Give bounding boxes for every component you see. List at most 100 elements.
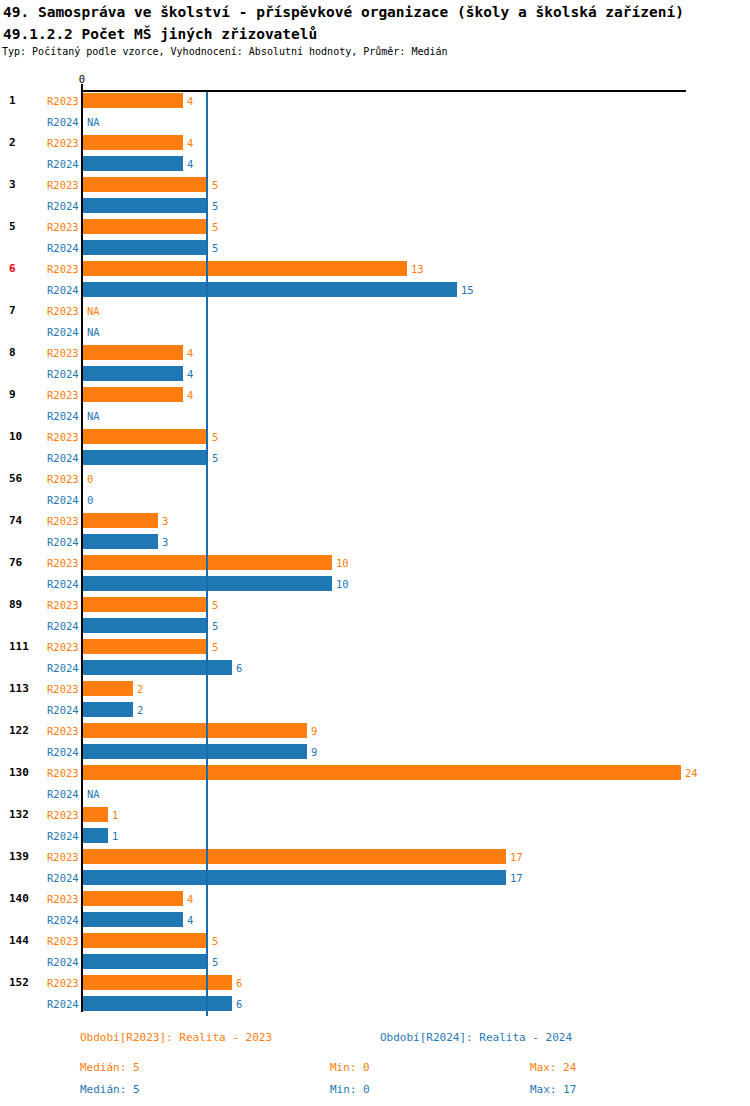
bar-r2024-row-144 <box>83 954 208 969</box>
series-label-r2024-row-7: R2024 <box>47 326 79 338</box>
row-label-111: 111 <box>9 640 29 653</box>
value-label-r2024-row-76: 10 <box>336 578 349 590</box>
row-label-56: 56 <box>9 472 22 485</box>
bar-r2024-row-10 <box>83 450 208 465</box>
bar-r2023-row-113 <box>83 681 133 696</box>
value-label-r2024-row-74: 3 <box>162 536 168 548</box>
chart-meta-line: Typ: Počítaný podle vzorce, Vyhodnocení:… <box>2 46 448 57</box>
report-page: 49. Samospráva ve školství - příspěvkové… <box>0 0 750 1106</box>
bar-r2023-row-2 <box>83 135 183 150</box>
legend-r2024: Období[R2024]: Realita - 2024 <box>380 1031 572 1044</box>
value-label-r2023-row-56: 0 <box>87 473 93 485</box>
row-label-152: 152 <box>9 976 29 989</box>
bar-r2024-row-122 <box>83 744 307 759</box>
value-label-r2024-row-89: 5 <box>212 620 218 632</box>
series-label-r2023-row-111: R2023 <box>47 641 79 653</box>
value-label-r2024-row-144: 5 <box>212 956 218 968</box>
bar-r2024-row-6 <box>83 282 457 297</box>
bar-r2024-row-2 <box>83 156 183 171</box>
bar-r2023-row-139 <box>83 849 506 864</box>
series-label-r2023-row-130: R2023 <box>47 767 79 779</box>
value-label-r2024-row-8: 4 <box>187 368 193 380</box>
bar-r2023-row-5 <box>83 219 208 234</box>
value-label-r2023-row-122: 9 <box>311 725 317 737</box>
series-label-r2024-row-2: R2024 <box>47 158 79 170</box>
series-label-r2024-row-130: R2024 <box>47 788 79 800</box>
value-label-r2023-row-1: 4 <box>187 95 193 107</box>
series-label-r2023-row-89: R2023 <box>47 599 79 611</box>
series-label-r2024-row-6: R2024 <box>47 284 79 296</box>
series-label-r2024-row-1: R2024 <box>47 116 79 128</box>
series-label-r2023-row-140: R2023 <box>47 893 79 905</box>
value-label-r2024-row-6: 15 <box>461 284 474 296</box>
value-label-r2024-row-2: 4 <box>187 158 193 170</box>
row-label-140: 140 <box>9 892 29 905</box>
bar-r2023-row-132 <box>83 807 108 822</box>
value-label-r2024-row-122: 9 <box>311 746 317 758</box>
series-label-r2024-row-10: R2024 <box>47 452 79 464</box>
series-label-r2024-row-122: R2024 <box>47 746 79 758</box>
bar-r2023-row-10 <box>83 429 208 444</box>
bar-r2024-row-5 <box>83 240 208 255</box>
bar-r2023-row-144 <box>83 933 208 948</box>
series-label-r2023-row-152: R2023 <box>47 977 79 989</box>
value-label-r2023-row-111: 5 <box>212 641 218 653</box>
value-label-r2023-row-139: 17 <box>510 851 523 863</box>
row-label-2: 2 <box>9 136 16 149</box>
series-label-r2024-row-56: R2024 <box>47 494 79 506</box>
series-label-r2023-row-113: R2023 <box>47 683 79 695</box>
bar-r2023-row-6 <box>83 261 407 276</box>
bar-r2024-row-74 <box>83 534 158 549</box>
value-label-r2023-row-152: 6 <box>236 977 242 989</box>
value-label-r2023-row-76: 10 <box>336 557 349 569</box>
value-label-r2024-row-5: 5 <box>212 242 218 254</box>
bar-r2024-row-139 <box>83 870 506 885</box>
series-label-r2023-row-8: R2023 <box>47 347 79 359</box>
bar-r2023-row-1 <box>83 93 183 108</box>
bar-r2024-row-152 <box>83 996 232 1011</box>
bar-r2024-row-132 <box>83 828 108 843</box>
series-label-r2023-row-56: R2023 <box>47 473 79 485</box>
series-label-r2023-row-132: R2023 <box>47 809 79 821</box>
value-label-r2024-row-56: 0 <box>87 494 93 506</box>
series-label-r2024-row-5: R2024 <box>47 242 79 254</box>
series-label-r2023-row-10: R2023 <box>47 431 79 443</box>
value-label-r2024-row-3: 5 <box>212 200 218 212</box>
value-label-r2024-row-111: 6 <box>236 662 242 674</box>
series-label-r2023-row-6: R2023 <box>47 263 79 275</box>
row-label-113: 113 <box>9 682 29 695</box>
row-label-139: 139 <box>9 850 29 863</box>
value-label-r2023-row-2: 4 <box>187 137 193 149</box>
series-label-r2023-row-144: R2023 <box>47 935 79 947</box>
series-label-r2024-row-140: R2024 <box>47 914 79 926</box>
series-label-r2024-row-113: R2024 <box>47 704 79 716</box>
bar-r2023-row-152 <box>83 975 232 990</box>
value-label-r2024-row-130: NA <box>87 788 100 800</box>
page-subtitle: 49.1.2.2 Počet MŠ jiných zřizovatelů <box>3 26 317 42</box>
value-label-r2023-row-144: 5 <box>212 935 218 947</box>
series-label-r2024-row-3: R2024 <box>47 200 79 212</box>
series-label-r2023-row-74: R2023 <box>47 515 79 527</box>
row-label-1: 1 <box>9 94 16 107</box>
row-label-74: 74 <box>9 514 22 527</box>
value-label-r2024-row-9: NA <box>87 410 100 422</box>
bar-r2023-row-89 <box>83 597 208 612</box>
row-label-3: 3 <box>9 178 16 191</box>
series-label-r2024-row-9: R2024 <box>47 410 79 422</box>
row-label-89: 89 <box>9 598 22 611</box>
stat-r2024-max: Max: 17 <box>530 1083 576 1096</box>
value-label-r2024-row-10: 5 <box>212 452 218 464</box>
legend-r2023: Období[R2023]: Realita - 2023 <box>80 1031 272 1044</box>
row-label-9: 9 <box>9 388 16 401</box>
value-label-r2024-row-1: NA <box>87 116 100 128</box>
value-label-r2023-row-9: 4 <box>187 389 193 401</box>
series-label-r2023-row-139: R2023 <box>47 851 79 863</box>
row-label-7: 7 <box>9 304 16 317</box>
value-label-r2024-row-140: 4 <box>187 914 193 926</box>
row-label-5: 5 <box>9 220 16 233</box>
bar-r2023-row-9 <box>83 387 183 402</box>
series-label-r2024-row-8: R2024 <box>47 368 79 380</box>
series-label-r2023-row-5: R2023 <box>47 221 79 233</box>
series-label-r2024-row-152: R2024 <box>47 998 79 1010</box>
value-label-r2024-row-132: 1 <box>112 830 118 842</box>
